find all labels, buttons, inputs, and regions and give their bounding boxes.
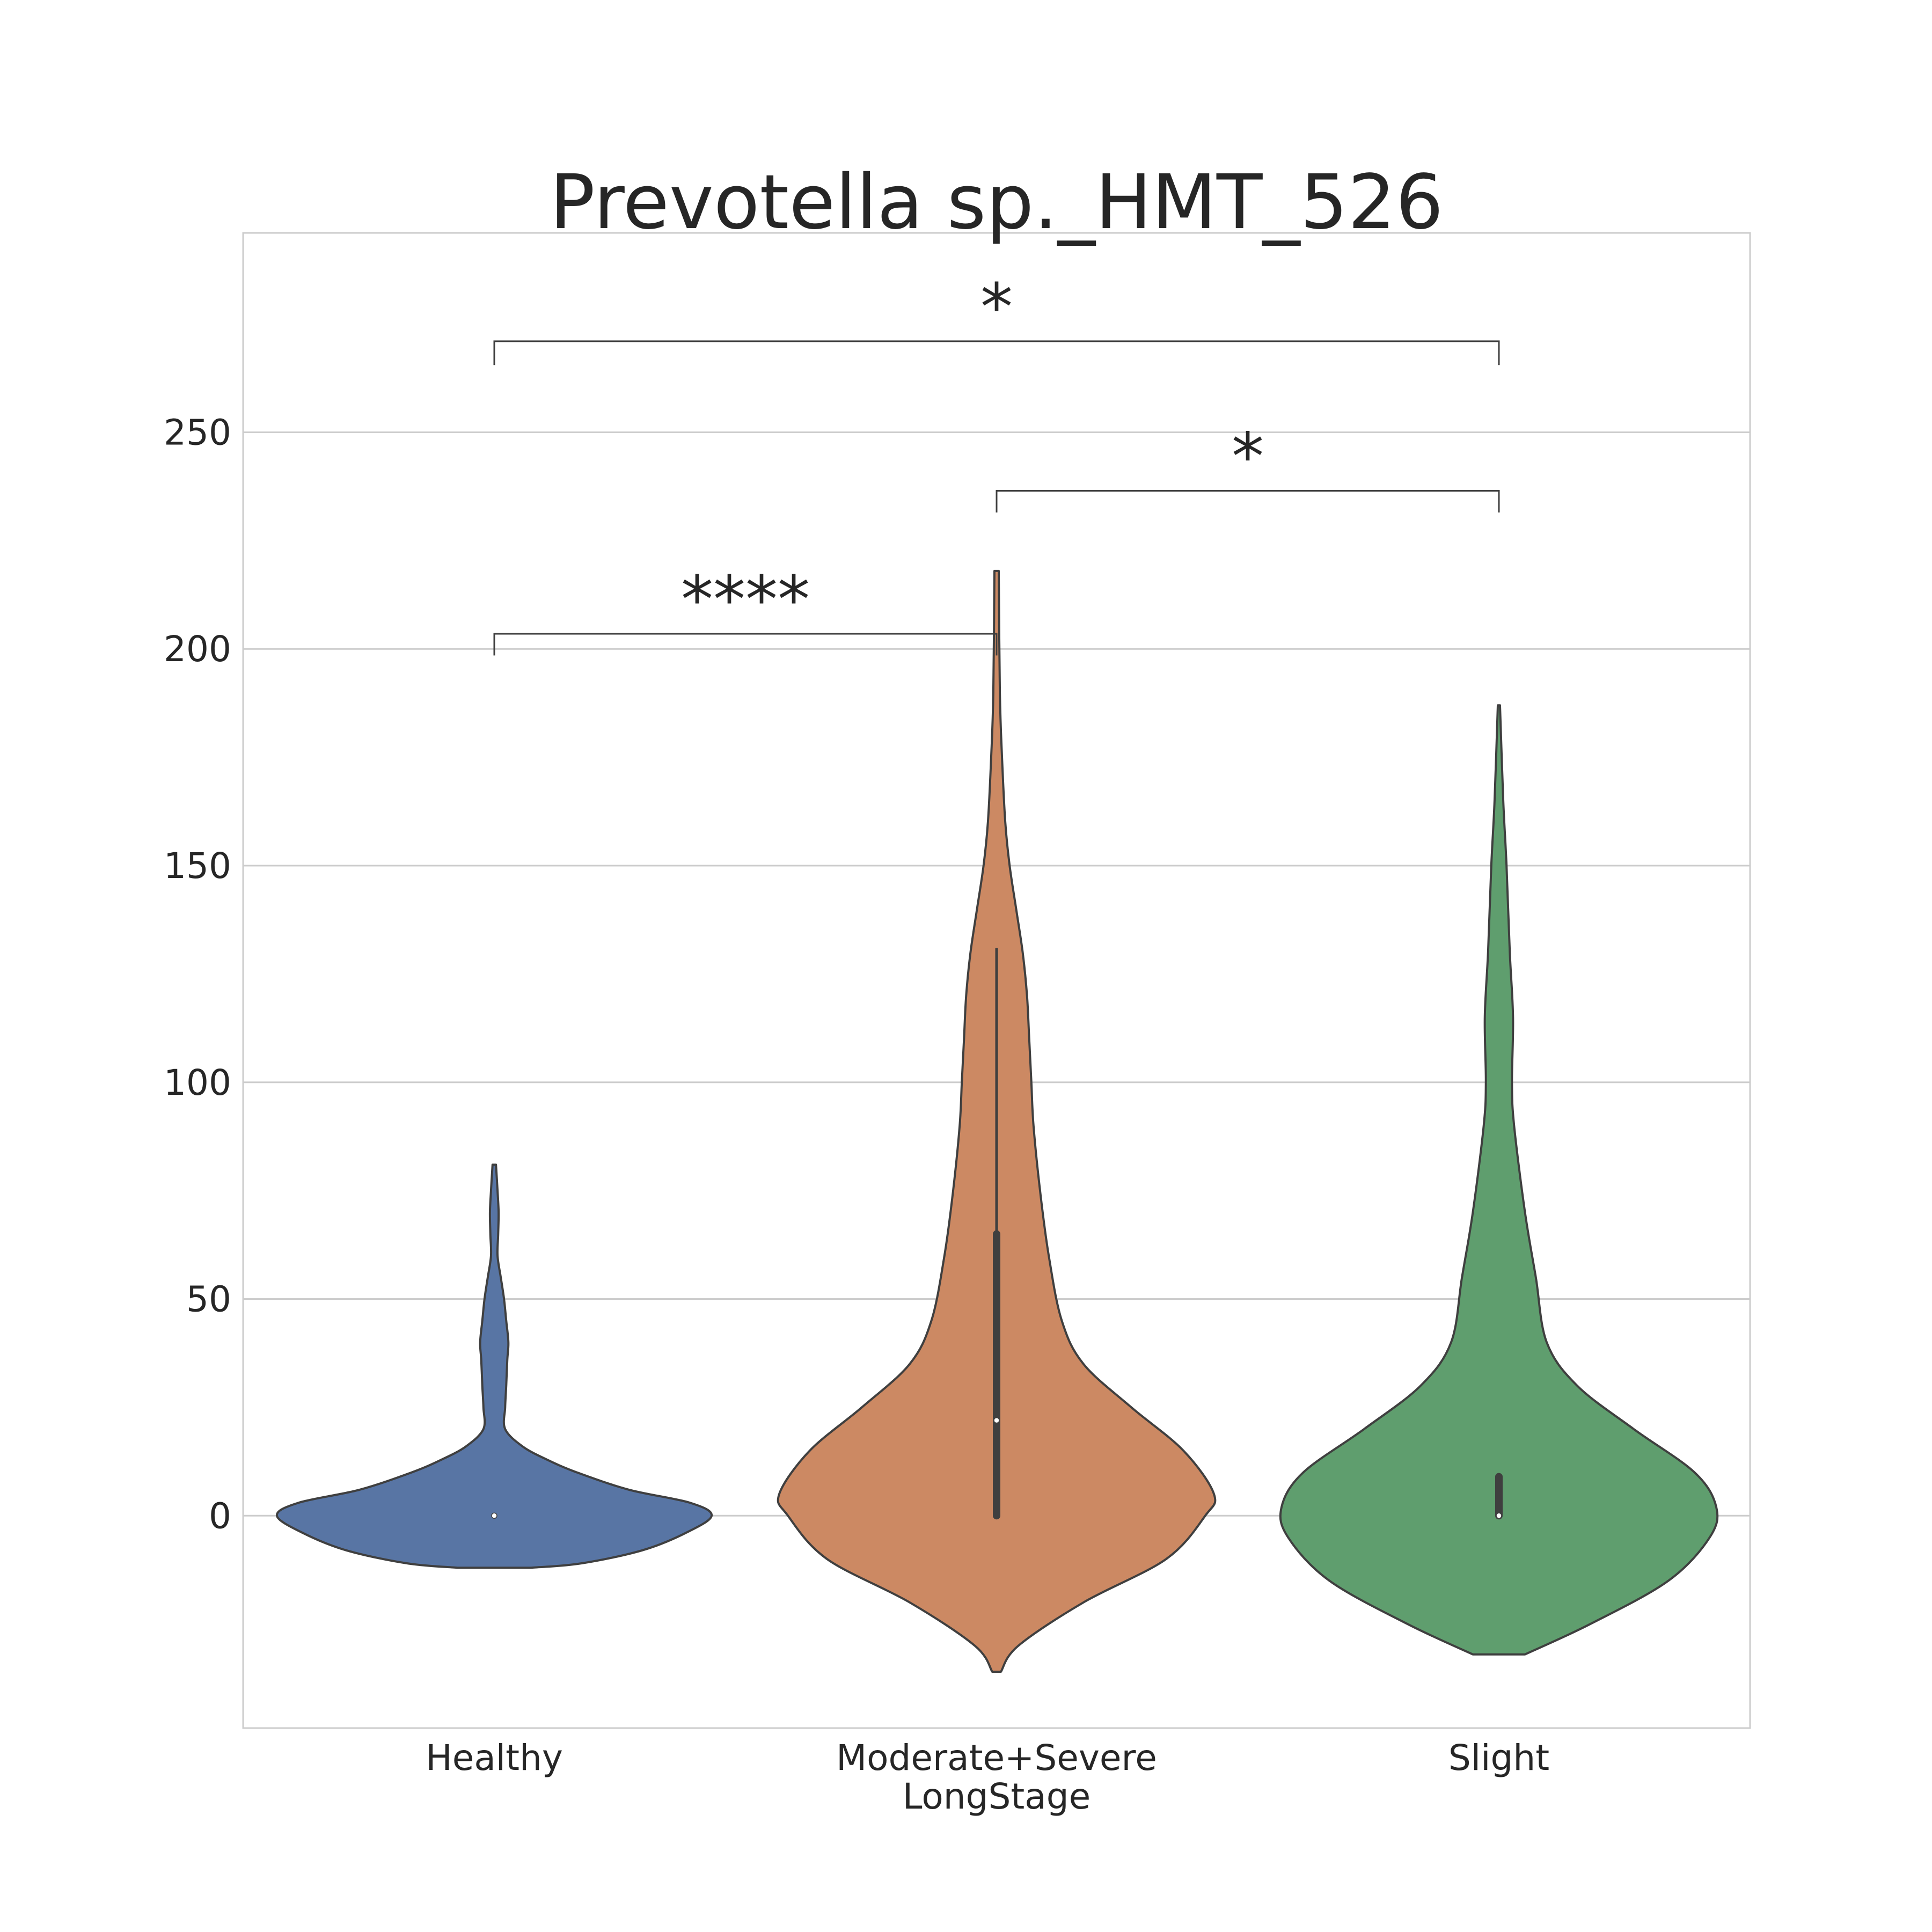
sig-bracket-1: [493, 633, 998, 656]
sig-label-2: *: [1232, 420, 1264, 494]
x-tick-label-moderate-severe: Moderate+Severe: [836, 1737, 1157, 1779]
x-tick-label-slight: Slight: [1448, 1737, 1549, 1779]
y-tick-label-200: 200: [164, 628, 231, 670]
y-tick-label-50: 50: [186, 1279, 231, 1320]
x-axis-label: LongStage: [903, 1776, 1091, 1817]
median-dot-healthy: [491, 1512, 497, 1519]
sig-bracket-3: [493, 340, 1500, 365]
y-tick-label-0: 0: [209, 1495, 231, 1536]
x-tick-labels: Healthy Moderate+Severe Slight: [426, 1737, 1549, 1779]
sig-bracket-2: [996, 489, 1500, 513]
median-dot-slight: [1496, 1512, 1502, 1519]
sig-label-1: ****: [681, 563, 810, 638]
plot-frame: [242, 232, 1751, 1729]
violin-slight: [1279, 704, 1719, 1656]
median-dot-moderate-severe: [993, 1417, 1000, 1424]
violin-healthy: [276, 1163, 713, 1569]
significance-annotations: ******: [493, 270, 1500, 656]
chart-title: Prevotella sp._HMT_526: [550, 159, 1443, 246]
x-tick-label-healthy: Healthy: [426, 1737, 563, 1779]
inner-boxes: [491, 948, 1503, 1520]
y-tick-labels: 0 50 100 150 200 250: [164, 412, 231, 1536]
sig-label-3: *: [980, 270, 1013, 345]
y-tick-label-250: 250: [164, 412, 231, 453]
y-tick-label-100: 100: [164, 1062, 231, 1103]
y-tick-label-150: 150: [164, 845, 231, 887]
